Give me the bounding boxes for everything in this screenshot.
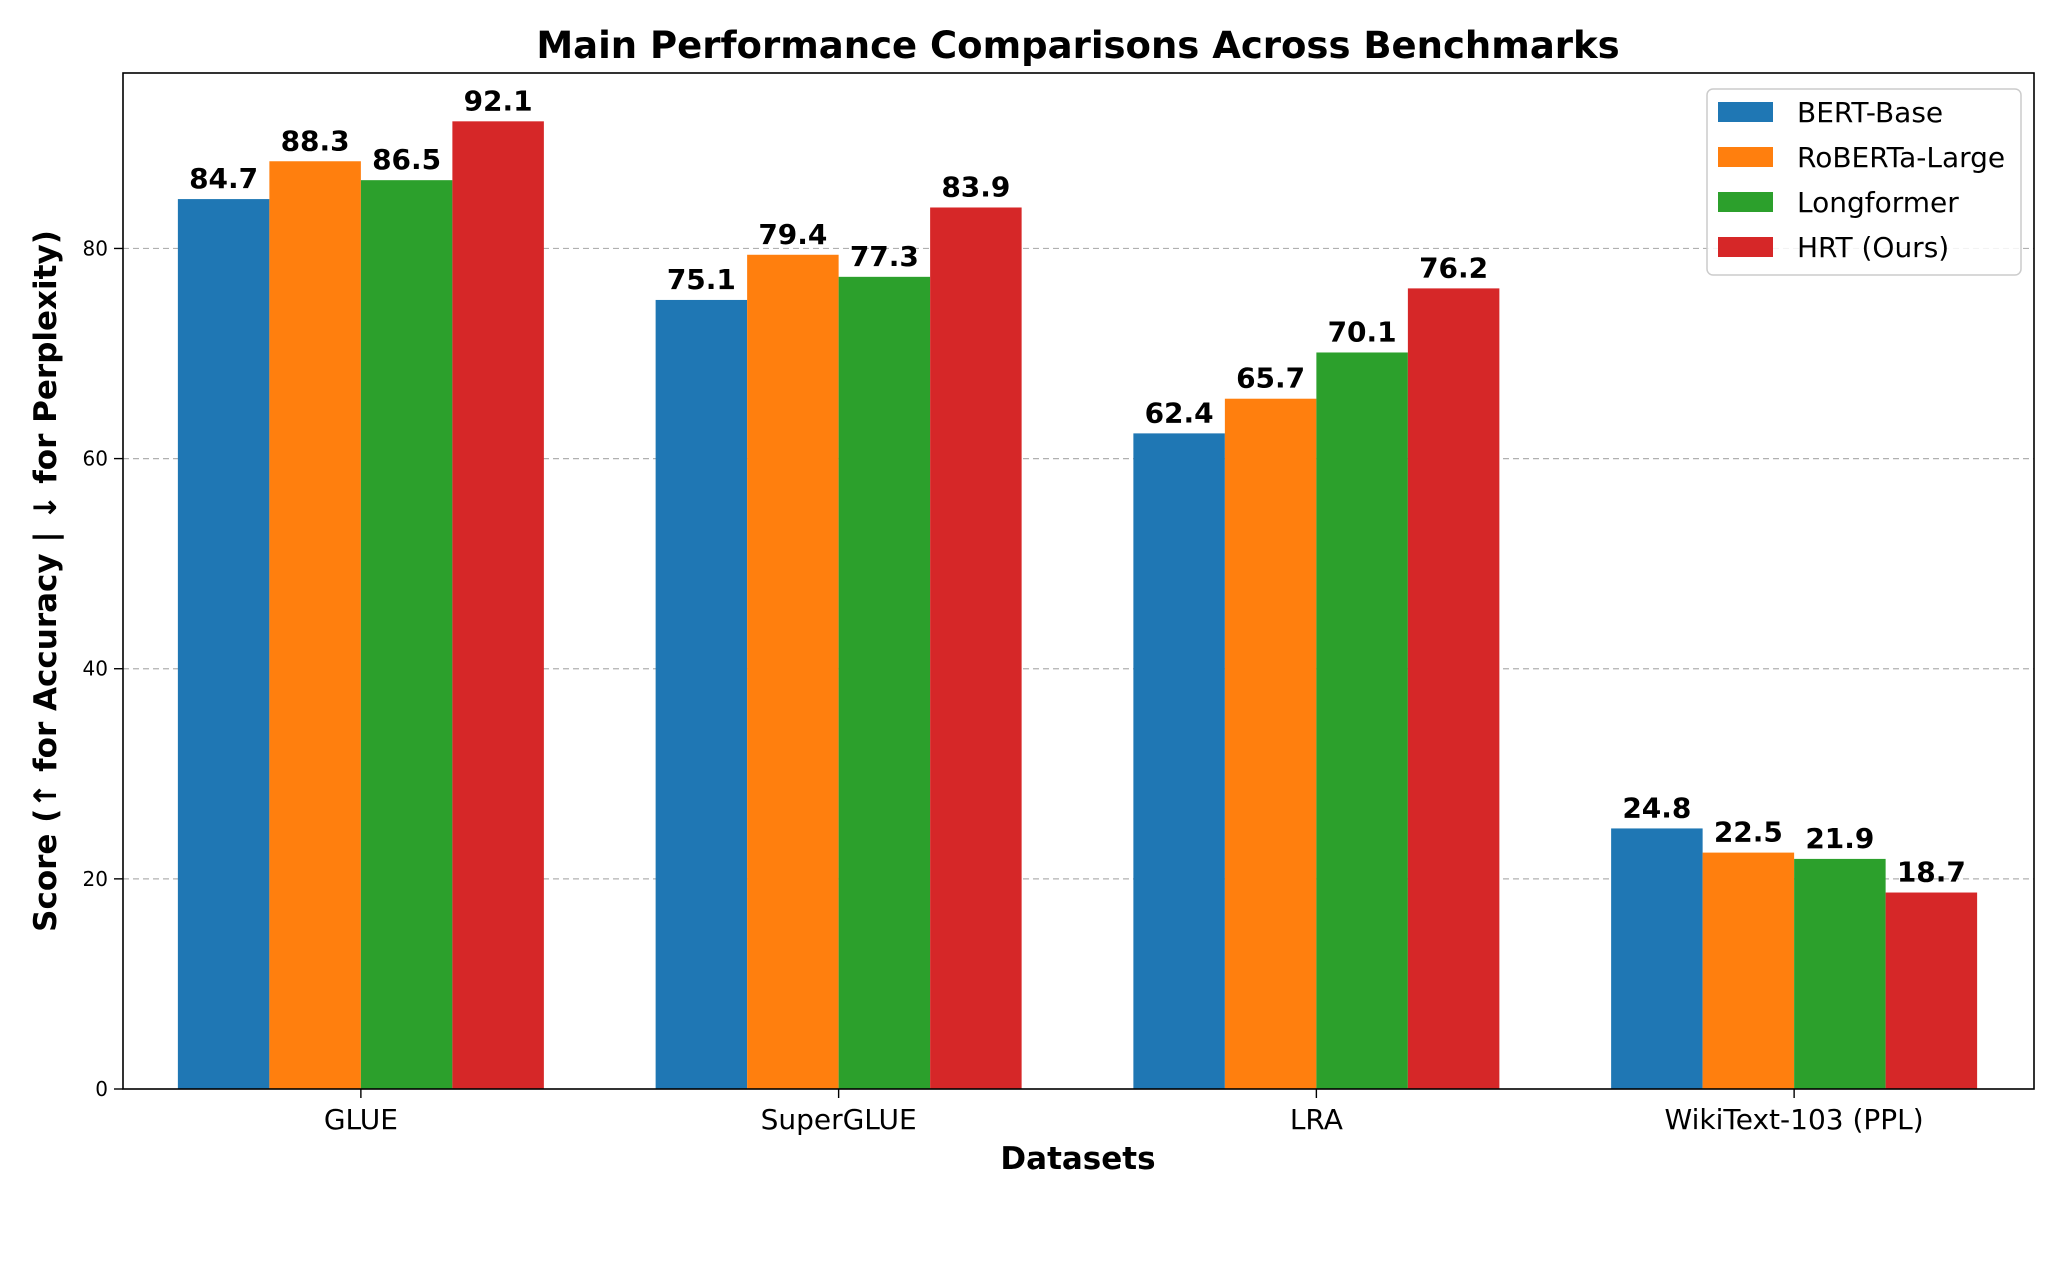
legend-swatch [1718,147,1773,167]
legend-label: BERT-Base [1797,96,1943,129]
plot-frame [122,72,2035,1090]
bar [747,254,839,1089]
bar [177,199,270,1089]
x-tick-label: SuperGLUE [761,1103,917,1136]
legend: BERT-Base RoBERTa-Large Longformer HRT (Our… [1706,88,2022,276]
bar [1611,828,1703,1089]
legend-box [1706,88,2022,276]
bar [1224,398,1317,1089]
value-labels: 84.7 88.3 86.5 92.1 75.1 79.4 77.3 83.9 62.4 65.7… [189,84,1966,888]
chart-title: Main Performance Comparisons Across Benc… [536,24,1619,67]
x-tick-label: GLUE [324,1103,398,1136]
bar-value-label: 79.4 [758,218,827,251]
bar [1407,288,1500,1089]
y-axis: 0 20 40 60 80 [83,236,123,1101]
bar [1794,858,1886,1089]
bar [452,121,544,1089]
bar [360,180,453,1089]
bar-value-label: 76.2 [1419,251,1488,284]
bar-value-label: 88.3 [281,124,350,157]
y-tick-label: 40 [83,657,108,681]
bar [1133,433,1225,1089]
bar [1885,892,1978,1089]
y-tick-label: 60 [83,447,108,471]
bar-value-label: 22.5 [1714,816,1783,849]
y-axis-label: Score (↑ for Accuracy | ↓ for Perplexity… [28,230,64,932]
x-axis: GLUE SuperGLUE LRA WikiText-103 (PPL) [324,1089,1924,1136]
bars [177,121,1978,1090]
y-tick-label: 20 [83,867,108,891]
x-axis-label: Datasets [1000,1141,1155,1177]
bar [930,207,1022,1090]
legend-label: HRT (Ours) [1797,231,1949,264]
x-tick-label: LRA [1290,1103,1343,1136]
bar [1702,852,1795,1089]
bar-value-label: 92.1 [464,84,533,117]
legend-label: RoBERTa-Large [1797,141,2005,174]
bar [269,161,361,1089]
bar-value-label: 70.1 [1328,315,1397,348]
bar [1316,352,1408,1090]
legend-swatch [1718,102,1773,122]
legend-swatch [1718,192,1773,212]
bar-value-label: 83.9 [941,170,1010,203]
bar [838,276,931,1089]
bar-value-label: 86.5 [372,143,441,176]
bar-value-label: 65.7 [1236,362,1305,395]
legend-label: Longformer [1797,186,1959,219]
bar-value-label: 18.7 [1897,856,1966,889]
bar-value-label: 84.7 [189,162,258,195]
bar-value-label: 24.8 [1622,791,1691,824]
bar [655,299,748,1089]
bar-value-label: 75.1 [667,263,736,296]
bar-value-label: 77.3 [850,240,919,273]
bar-value-label: 62.4 [1145,396,1214,429]
x-tick-label: WikiText-103 (PPL) [1665,1103,1924,1136]
bar-value-label: 21.9 [1805,822,1874,855]
legend-swatch [1718,237,1773,257]
y-tick-label: 80 [83,236,108,260]
y-tick-label: 0 [95,1077,108,1101]
